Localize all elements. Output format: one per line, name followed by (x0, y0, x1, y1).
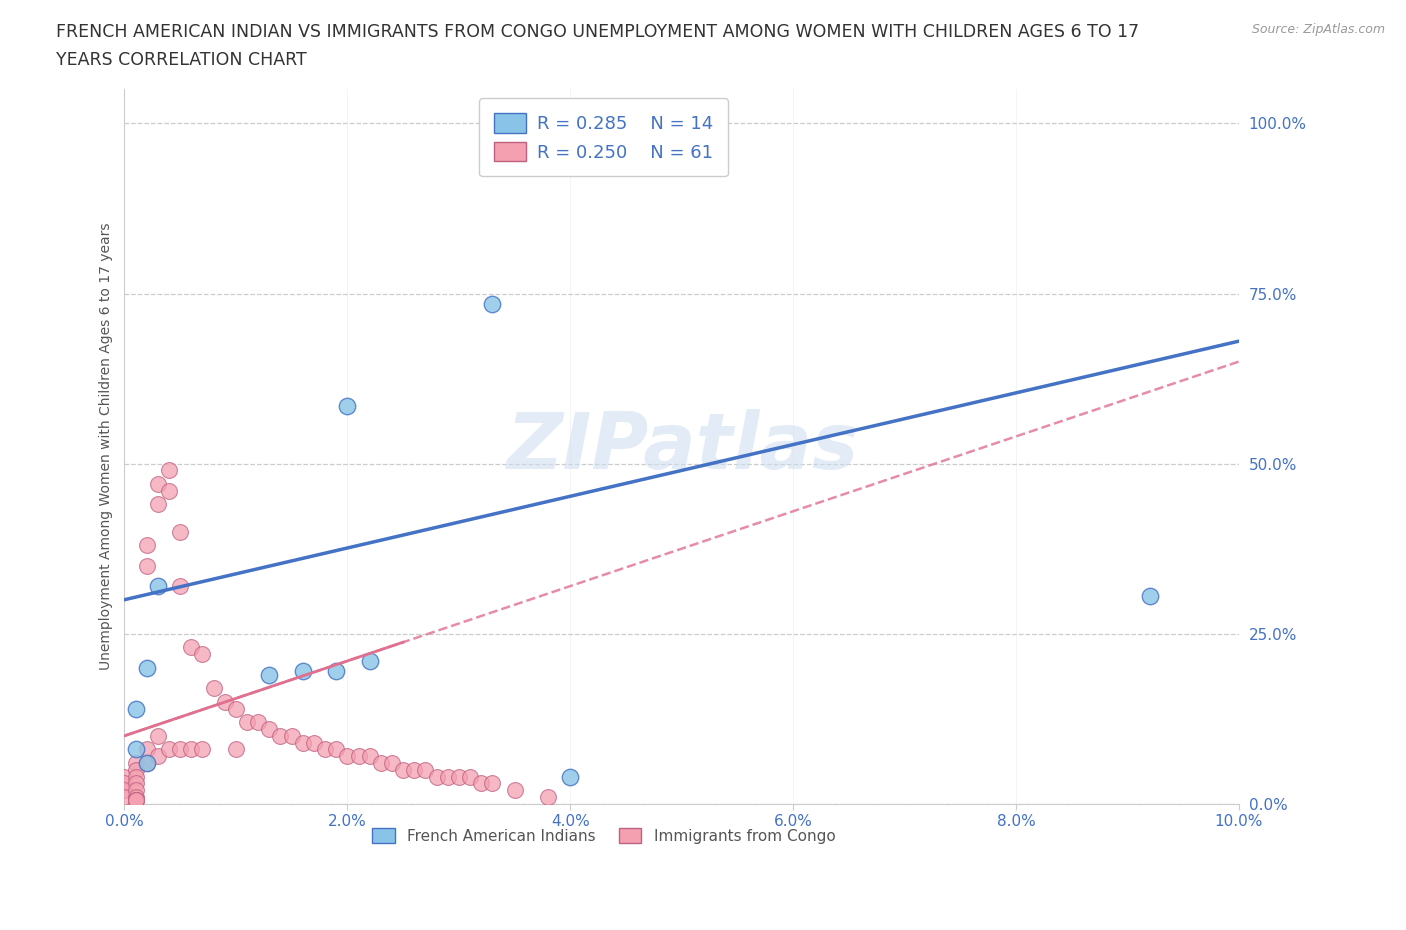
Point (470, 776, 492, 790)
Point (225, 701, 247, 716)
Point (259, 667, 281, 682)
Point (291, 735, 314, 750)
Point (180, 640, 202, 655)
Point (124, 783, 146, 798)
Point (392, 763, 415, 777)
Legend: French American Indians, Immigrants from Congo: French American Indians, Immigrants from… (366, 821, 842, 850)
Point (537, 790, 560, 804)
Point (114, 790, 136, 804)
Point (269, 728, 291, 743)
Point (124, 793, 146, 808)
Point (560, 769, 582, 784)
Point (124, 763, 146, 777)
Point (191, 742, 214, 757)
Point (404, 763, 426, 777)
Point (114, 769, 136, 784)
Point (336, 749, 359, 764)
Point (124, 742, 146, 757)
Text: YEARS CORRELATION CHART: YEARS CORRELATION CHART (56, 51, 307, 69)
Point (135, 538, 157, 552)
Point (503, 783, 526, 798)
Point (114, 783, 136, 798)
Point (481, 776, 503, 790)
Point (124, 701, 146, 716)
Text: Source: ZipAtlas.com: Source: ZipAtlas.com (1251, 23, 1385, 36)
Text: FRENCH AMERICAN INDIAN VS IMMIGRANTS FROM CONGO UNEMPLOYMENT AMONG WOMEN WITH CH: FRENCH AMERICAN INDIAN VS IMMIGRANTS FRO… (56, 23, 1139, 41)
Point (114, 776, 136, 790)
Point (135, 558, 157, 573)
Point (124, 793, 146, 808)
Y-axis label: Unemployment Among Women with Children Ages 6 to 17 years: Unemployment Among Women with Children A… (100, 223, 114, 671)
Point (415, 763, 437, 777)
Point (124, 790, 146, 804)
Point (225, 742, 247, 757)
Point (146, 497, 169, 512)
Point (436, 769, 458, 784)
Point (135, 755, 157, 770)
Point (359, 749, 381, 764)
Text: ZIPatlas: ZIPatlas (506, 408, 858, 485)
Point (169, 525, 191, 539)
Point (381, 755, 404, 770)
Point (280, 728, 302, 743)
Point (325, 742, 347, 757)
Point (560, 147, 582, 162)
Point (146, 578, 169, 593)
Point (157, 484, 180, 498)
Point (481, 297, 503, 312)
Point (169, 742, 191, 757)
Point (214, 695, 236, 710)
Point (202, 681, 225, 696)
Point (259, 722, 281, 737)
Point (191, 646, 214, 661)
Point (146, 728, 169, 743)
Point (447, 769, 470, 784)
Point (180, 742, 202, 757)
Point (336, 398, 359, 413)
Point (124, 755, 146, 770)
Point (458, 769, 481, 784)
Point (169, 578, 191, 593)
Point (157, 742, 180, 757)
Point (359, 654, 381, 669)
Point (425, 769, 447, 784)
Point (146, 476, 169, 491)
Point (1139, 589, 1161, 604)
Point (314, 742, 336, 757)
Point (146, 749, 169, 764)
Point (124, 769, 146, 784)
Point (247, 715, 270, 730)
Point (325, 664, 347, 679)
Point (236, 715, 259, 730)
Point (157, 463, 180, 478)
Point (347, 749, 370, 764)
Point (135, 660, 157, 675)
Point (302, 735, 325, 750)
Point (135, 755, 157, 770)
Point (124, 793, 146, 808)
Point (135, 742, 157, 757)
Point (124, 793, 146, 808)
Point (124, 776, 146, 790)
Point (291, 664, 314, 679)
Point (370, 755, 392, 770)
